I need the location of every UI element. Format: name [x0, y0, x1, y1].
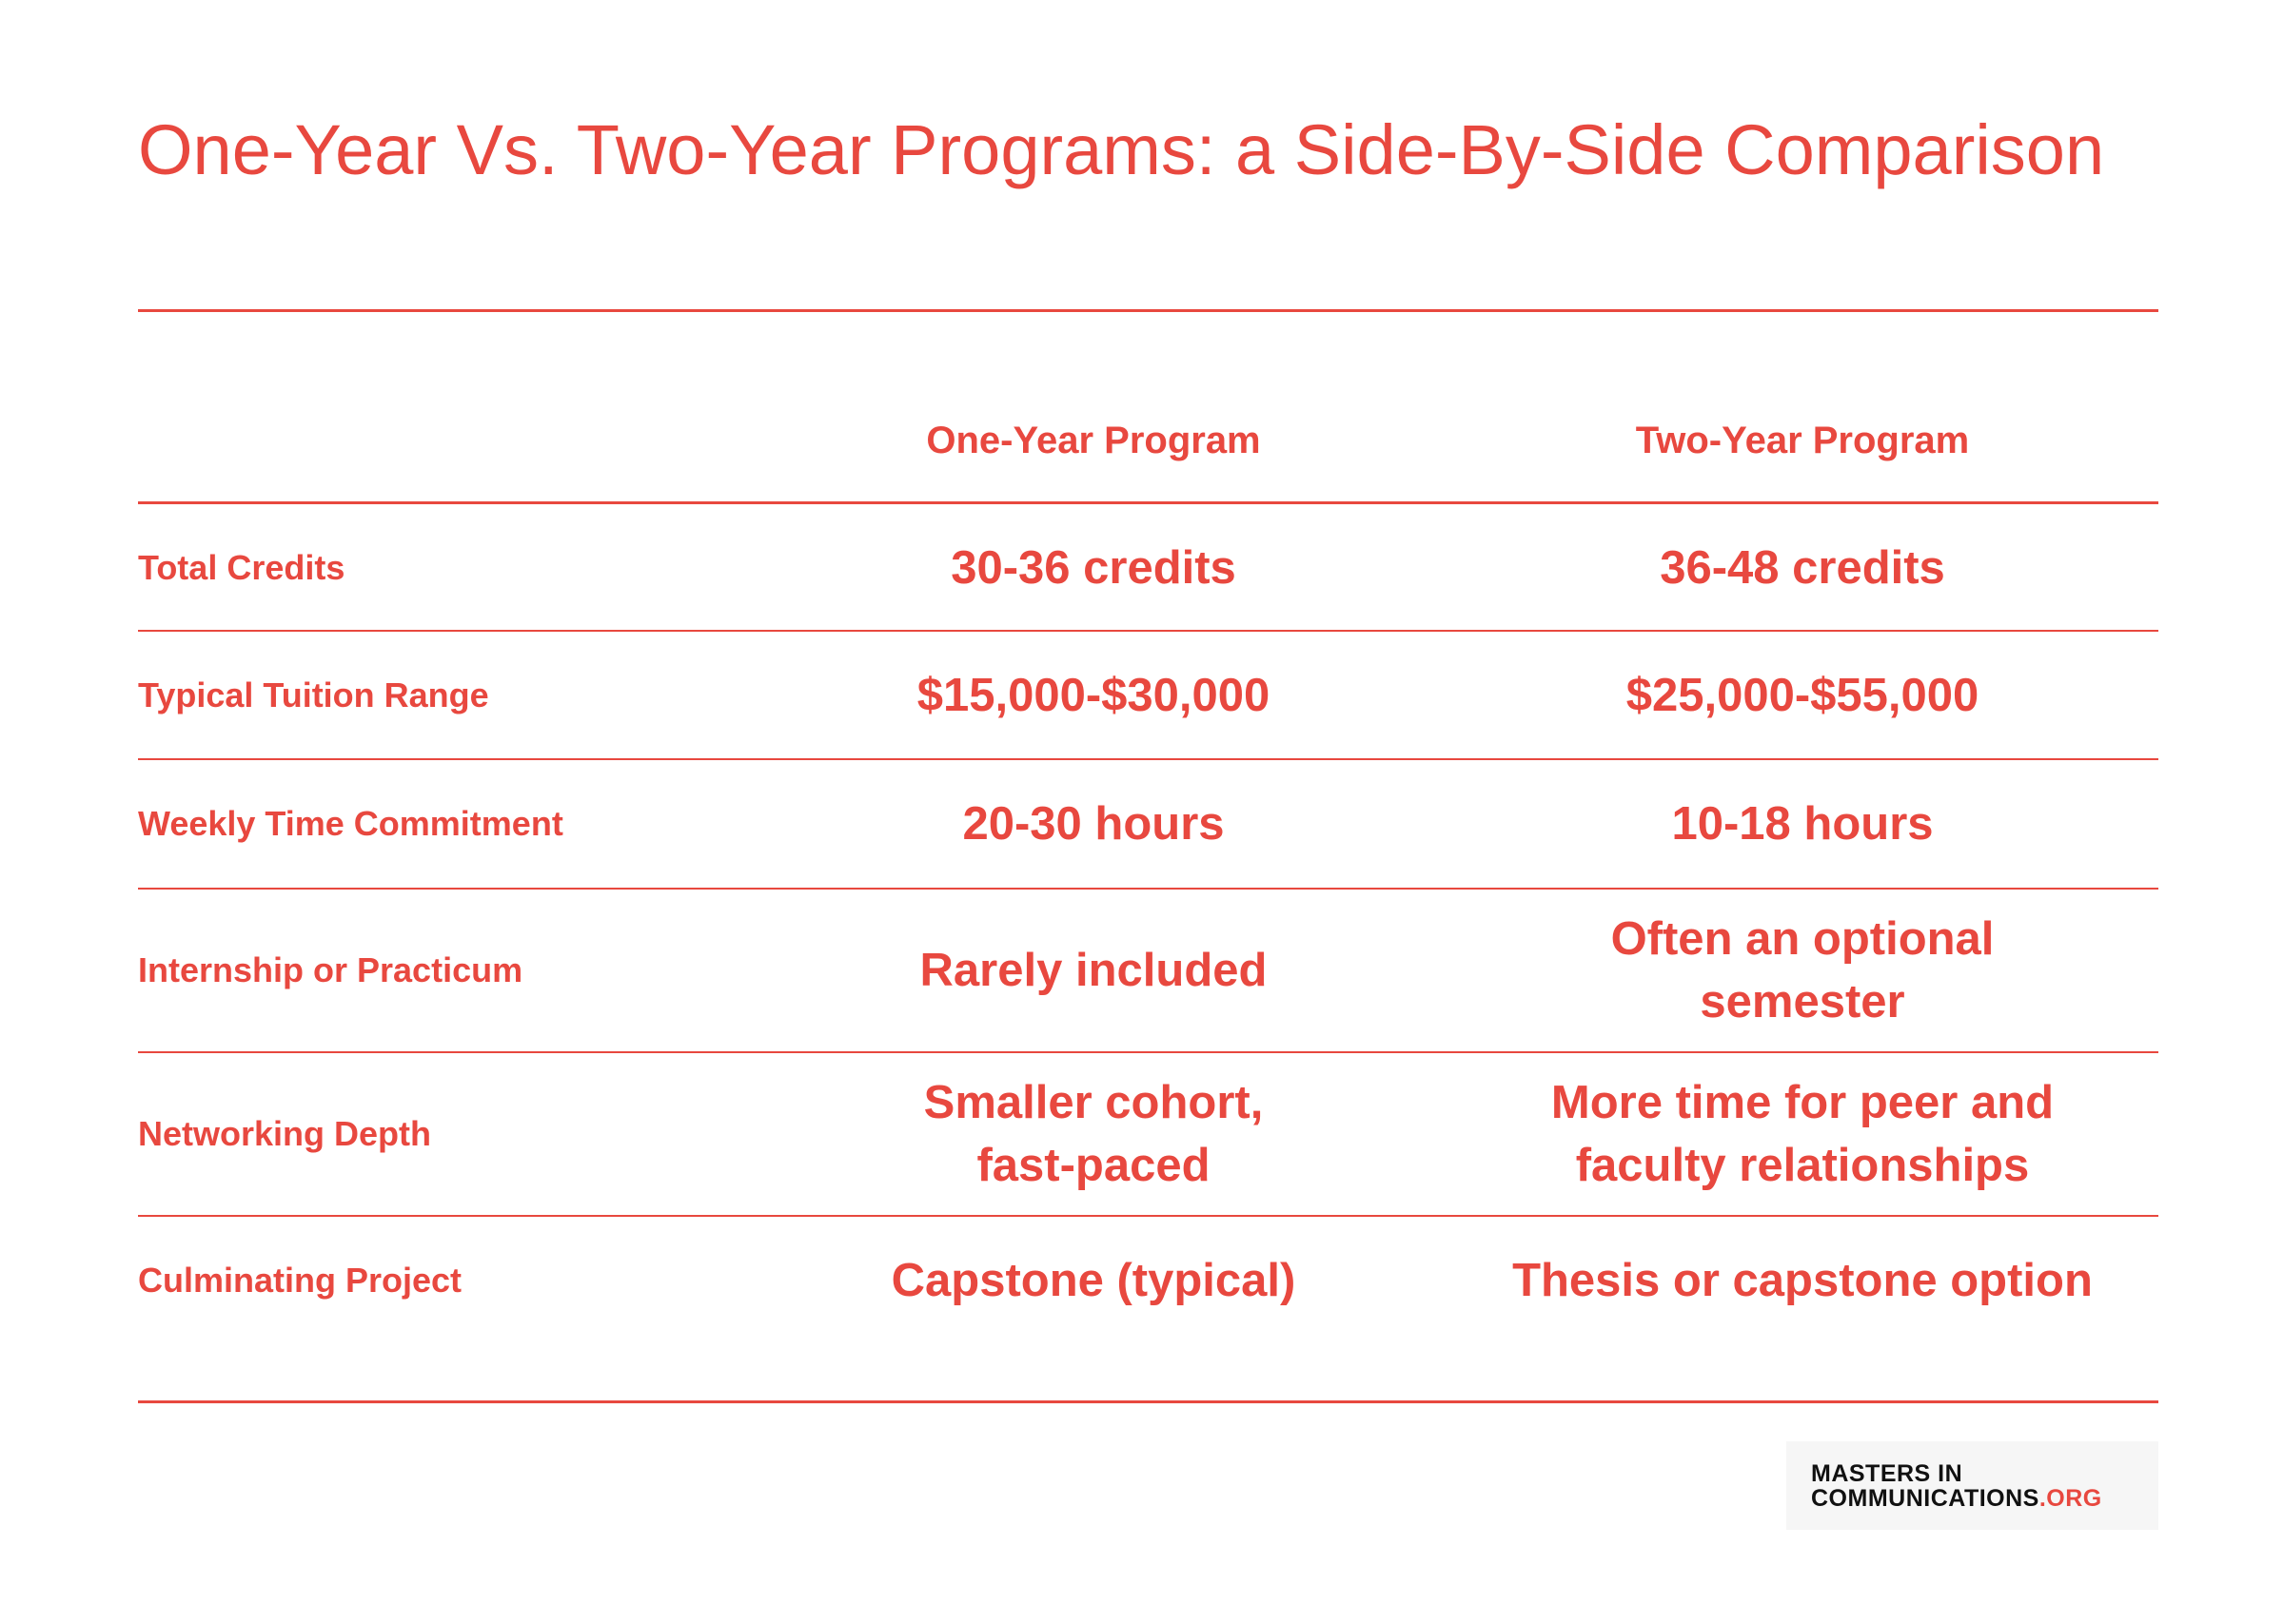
- cell-line: Often an optional: [1610, 913, 1995, 965]
- row-label: Typical Tuition Range: [138, 675, 489, 714]
- row-label: Total Credits: [138, 547, 345, 587]
- table-cell: More time for peer and faculty relationsh…: [1441, 1052, 2164, 1216]
- logo-line: COMMUNICATIONS.ORG: [1811, 1486, 2158, 1511]
- logo-text: COMMUNICATIONS: [1811, 1484, 2039, 1512]
- cell-line: More time for peer and: [1550, 1077, 2055, 1128]
- title-rule: [138, 309, 2158, 312]
- cell-line: 10-18 hours: [1671, 798, 1934, 850]
- table-cell: Capstone (typical): [732, 1216, 1455, 1345]
- page-title: One-Year Vs. Two-Year Programs: a Side-B…: [138, 110, 2105, 189]
- cell-line: fast-paced: [976, 1140, 1211, 1191]
- row-label: Weekly Time Commitment: [138, 804, 563, 843]
- logo-suffix: .ORG: [2038, 1484, 2102, 1512]
- header-rule: [138, 501, 2158, 504]
- table-cell: 20-30 hours: [732, 759, 1455, 889]
- row-rule: [138, 758, 2158, 760]
- cell-line: Capstone (typical): [891, 1255, 1296, 1306]
- table-cell: $25,000-$55,000: [1441, 631, 2164, 759]
- cell-line: $15,000-$30,000: [916, 669, 1270, 721]
- cell-line: Smaller cohort,: [923, 1077, 1264, 1128]
- table-cell: Rarely included: [732, 889, 1455, 1052]
- cell-line: Rarely included: [919, 945, 1268, 996]
- cell-line: faculty relationships: [1575, 1140, 2030, 1191]
- cell-line: 36-48 credits: [1660, 541, 1945, 594]
- cell-line: Thesis or capstone option: [1512, 1255, 2093, 1306]
- logo-line: MASTERS IN: [1811, 1459, 1963, 1487]
- row-rule: [138, 1215, 2158, 1217]
- table-cell: 10-18 hours: [1441, 759, 2164, 889]
- bottom-rule: [138, 1400, 2158, 1403]
- row-rule: [138, 888, 2158, 890]
- cell-line: semester: [1700, 976, 1905, 1027]
- row-rule: [138, 630, 2158, 632]
- column-header: One-Year Program: [926, 420, 1261, 461]
- table-cell: Often an optional semester: [1441, 889, 2164, 1052]
- row-label: Internship or Practicum: [138, 950, 523, 989]
- row-rule: [138, 1051, 2158, 1053]
- table-cell: Thesis or capstone option: [1441, 1216, 2164, 1345]
- table-cell: 36-48 credits: [1441, 504, 2164, 631]
- column-header: Two-Year Program: [1635, 420, 1970, 461]
- cell-line: $25,000-$55,000: [1625, 669, 1979, 721]
- cell-line: 30-36 credits: [951, 541, 1236, 594]
- table-cell: $15,000-$30,000: [732, 631, 1455, 759]
- row-label: Networking Depth: [138, 1114, 432, 1153]
- table-cell: Smaller cohort, fast-paced: [732, 1052, 1455, 1216]
- table-cell: 30-36 credits: [732, 504, 1455, 631]
- cell-line: 20-30 hours: [962, 798, 1225, 850]
- logo: MASTERS IN COMMUNICATIONS.ORG: [1786, 1441, 2158, 1530]
- row-label: Culminating Project: [138, 1261, 463, 1300]
